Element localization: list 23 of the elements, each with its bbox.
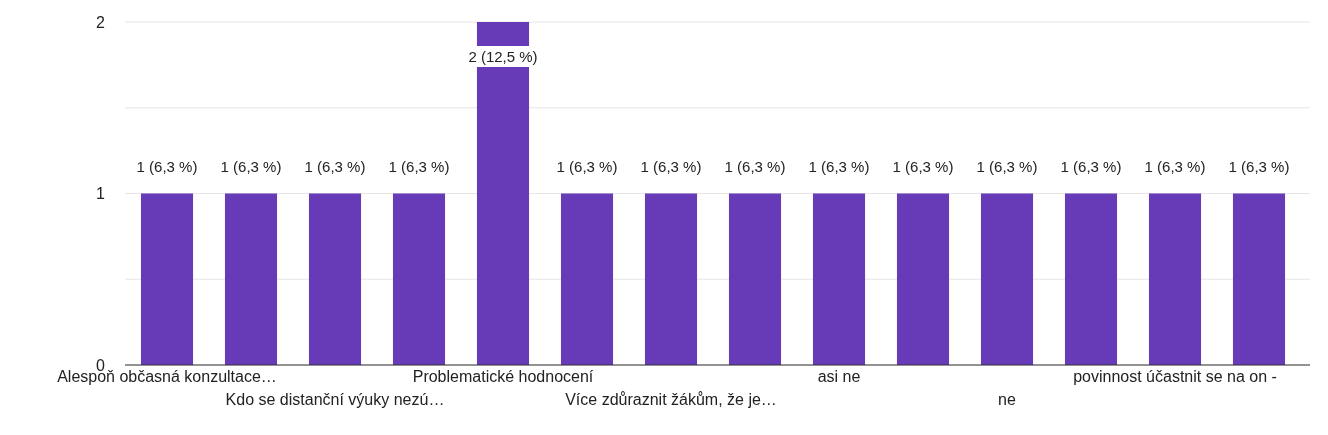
x-tick-label: Kdo se distanční výuky nezú… <box>225 390 445 408</box>
data-label: 1 (6,3 %) <box>136 157 198 175</box>
x-tick-label: Více zdůraznit žákům, že je… <box>565 390 777 408</box>
y-tick-label: 1 <box>96 185 106 203</box>
x-tick-label: povinnost účastnit se na on - <box>1073 368 1277 386</box>
data-label: 1 (6,3 %) <box>976 157 1038 175</box>
data-label: 1 (6,3 %) <box>1228 157 1290 175</box>
data-label: 1 (6,3 %) <box>304 157 366 175</box>
data-label: 1 (6,3 %) <box>220 157 282 175</box>
data-label: 1 (6,3 %) <box>892 157 954 175</box>
data-label: 2 (12,5 %) <box>468 48 538 65</box>
x-tick-label: Problematické hodnocení <box>412 368 594 386</box>
data-label: 1 (6,3 %) <box>1144 157 1206 175</box>
y-tick-label: 0 <box>96 356 106 374</box>
x-tick-label: ne <box>998 390 1016 408</box>
data-label: 1 (6,3 %) <box>1060 157 1122 175</box>
data-label: 1 (6,3 %) <box>808 157 870 175</box>
data-label: 1 (6,3 %) <box>388 157 450 175</box>
data-label: 1 (6,3 %) <box>640 157 702 175</box>
y-tick-label: 2 <box>96 13 106 31</box>
data-label: 1 (6,3 %) <box>556 157 618 175</box>
x-tick-label: asi ne <box>817 368 861 386</box>
data-label: 1 (6,3 %) <box>724 157 786 175</box>
